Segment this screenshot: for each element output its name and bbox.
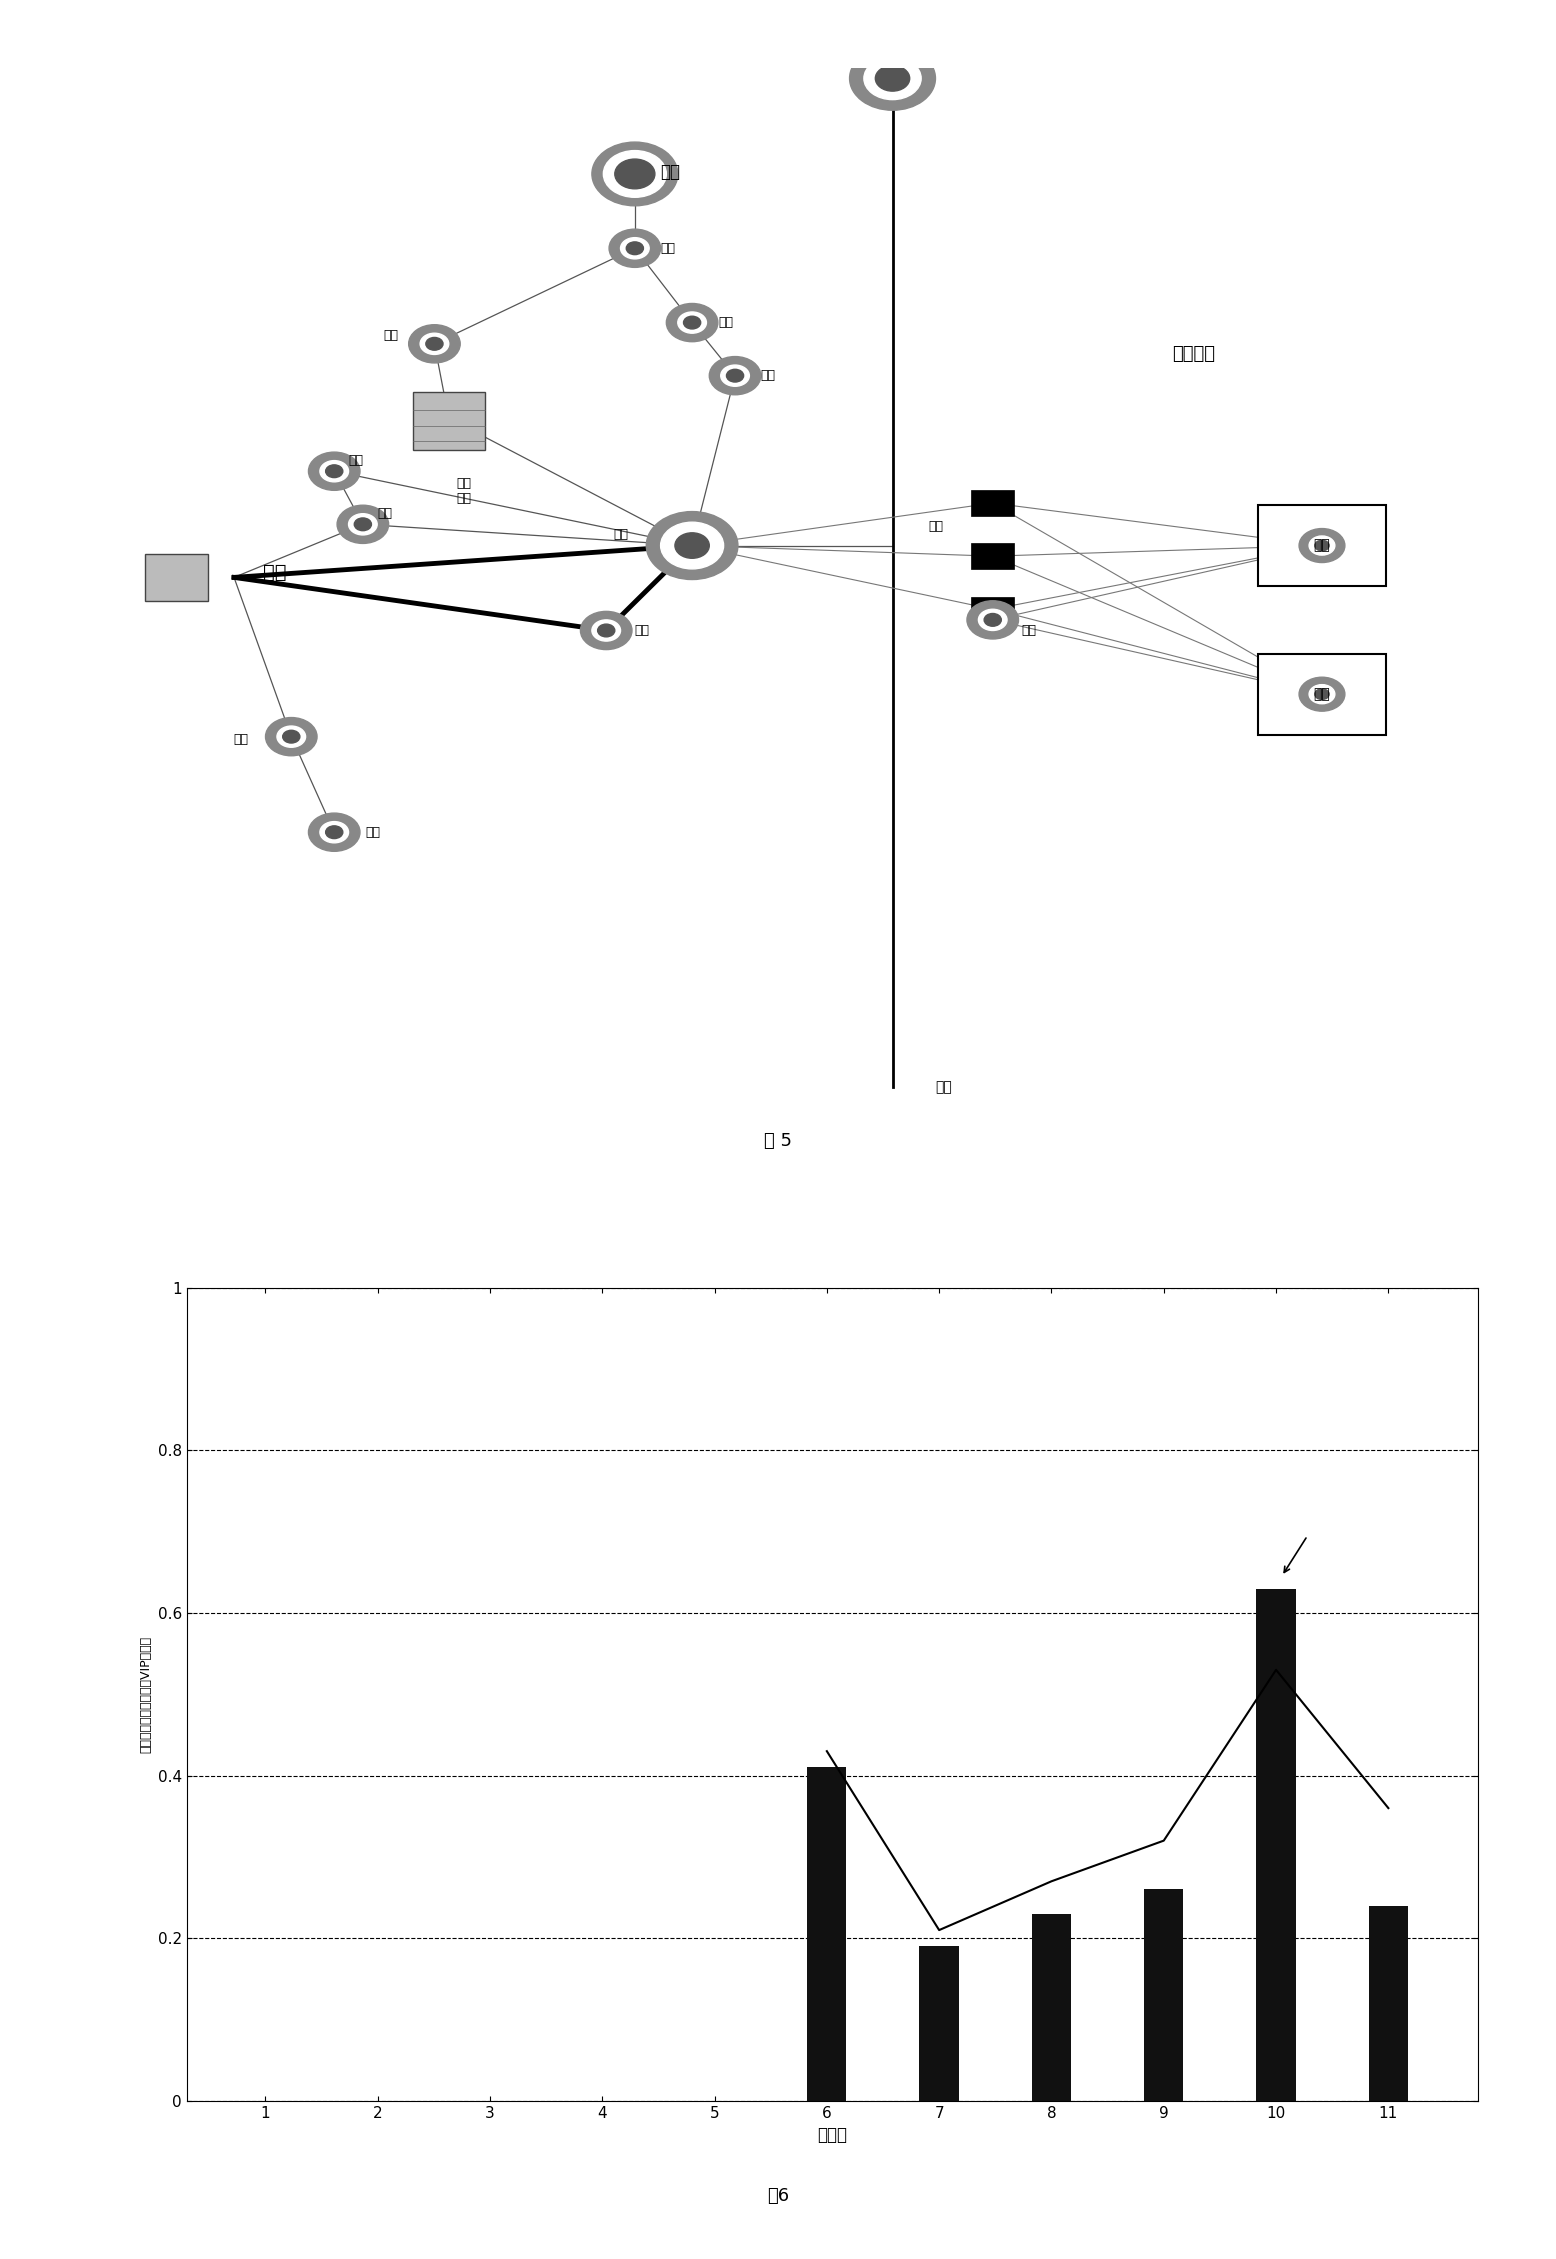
Text: 郑州: 郑州	[661, 163, 680, 181]
Circle shape	[720, 366, 750, 386]
Circle shape	[325, 465, 342, 477]
Text: 水寨: 水寨	[1313, 687, 1330, 700]
Bar	[971, 596, 1015, 621]
Bar	[1144, 1889, 1184, 2101]
Circle shape	[266, 718, 317, 757]
Bar	[1257, 653, 1386, 734]
Bar	[1032, 1913, 1071, 2101]
Circle shape	[355, 517, 372, 531]
Circle shape	[608, 228, 661, 267]
Circle shape	[349, 513, 377, 535]
Circle shape	[321, 461, 349, 481]
Circle shape	[646, 511, 738, 581]
Circle shape	[277, 725, 305, 748]
Text: 周口地区: 周口地区	[1172, 346, 1215, 364]
Circle shape	[966, 601, 1019, 639]
Text: 付庄: 付庄	[717, 316, 733, 330]
Bar	[971, 490, 1015, 515]
Text: 邵陵: 邵陵	[929, 520, 943, 533]
Bar	[412, 391, 484, 450]
Text: 贾庄: 贾庄	[349, 454, 364, 468]
Text: 湖北: 湖北	[935, 1080, 952, 1093]
Y-axis label: 淮阳节点和水寨节点的VIP指标值: 淮阳节点和水寨节点的VIP指标值	[138, 1636, 152, 1753]
Circle shape	[420, 332, 448, 355]
Circle shape	[621, 237, 649, 260]
Circle shape	[850, 47, 935, 111]
Circle shape	[580, 612, 632, 651]
Text: 陈庄: 陈庄	[661, 242, 675, 255]
Circle shape	[1315, 540, 1329, 551]
Circle shape	[666, 303, 717, 341]
Bar	[971, 544, 1015, 569]
Text: 钧州: 钧州	[384, 330, 398, 341]
Circle shape	[615, 158, 655, 190]
Bar	[145, 553, 209, 601]
Circle shape	[308, 452, 359, 490]
Circle shape	[626, 242, 644, 255]
Circle shape	[864, 56, 921, 99]
Text: 英章: 英章	[635, 623, 650, 637]
Circle shape	[727, 368, 744, 382]
Circle shape	[409, 325, 461, 364]
Text: 姚孟: 姚孟	[263, 562, 286, 581]
Text: 舞钢: 舞钢	[233, 734, 249, 745]
Circle shape	[979, 610, 1007, 630]
Circle shape	[876, 66, 910, 90]
Text: 禹州
电厂: 禹州 电厂	[456, 477, 471, 504]
Circle shape	[1309, 535, 1335, 556]
Circle shape	[1315, 689, 1329, 700]
Text: 图6: 图6	[767, 2187, 789, 2205]
Circle shape	[604, 151, 666, 197]
Circle shape	[321, 822, 349, 843]
Bar	[920, 1947, 958, 2101]
Bar	[1257, 506, 1386, 585]
Text: 计山: 计山	[377, 508, 392, 520]
Circle shape	[338, 506, 389, 544]
Circle shape	[426, 337, 443, 350]
X-axis label: 采样点: 采样点	[817, 2126, 848, 2144]
Circle shape	[1299, 678, 1344, 712]
Text: 图 5: 图 5	[764, 1132, 792, 1150]
Circle shape	[1299, 529, 1344, 562]
Circle shape	[983, 614, 1002, 626]
Bar	[808, 1767, 846, 2101]
Bar	[1256, 1588, 1296, 2101]
Text: 漂河: 漂河	[613, 529, 629, 542]
Text: 淮阳: 淮阳	[1313, 538, 1330, 553]
Circle shape	[710, 357, 761, 395]
Circle shape	[325, 827, 342, 838]
Text: 川汇: 川汇	[1021, 623, 1036, 637]
Circle shape	[661, 522, 724, 569]
Circle shape	[598, 623, 615, 637]
Bar	[1369, 1907, 1408, 2101]
Text: 薛坡: 薛坡	[761, 368, 776, 382]
Circle shape	[591, 619, 621, 642]
Circle shape	[675, 533, 710, 558]
Circle shape	[678, 312, 706, 332]
Circle shape	[591, 142, 678, 206]
Text: 舞阳: 舞阳	[366, 827, 381, 838]
Circle shape	[683, 316, 700, 330]
Circle shape	[308, 813, 359, 852]
Circle shape	[283, 730, 300, 743]
Circle shape	[1309, 684, 1335, 705]
